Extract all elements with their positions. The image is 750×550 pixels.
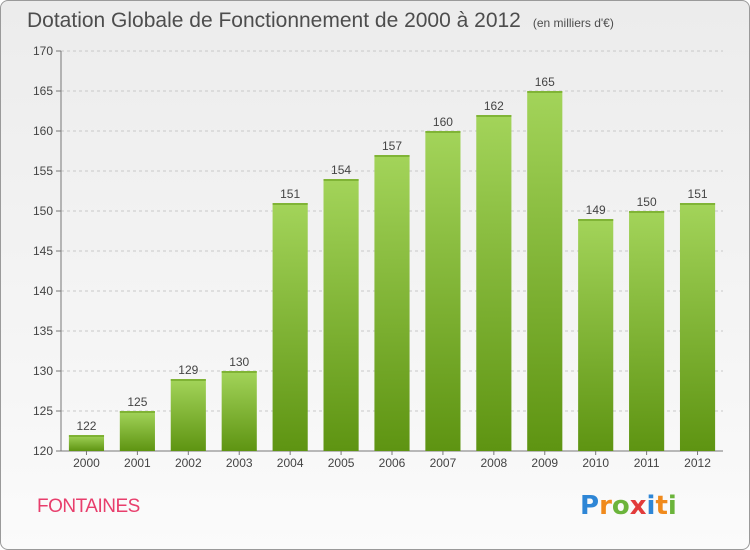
- logo-letter: r: [599, 491, 612, 521]
- y-tick-label: 170: [33, 44, 53, 58]
- bar-top-edge: [170, 379, 206, 381]
- x-tick-label: 2011: [634, 456, 660, 470]
- data-label: 130: [229, 355, 249, 369]
- proxiti-logo: Proxiti: [580, 491, 677, 521]
- logo-letter: t: [655, 491, 668, 521]
- x-tick-label: 2000: [73, 456, 100, 470]
- x-tick-label: 2003: [226, 456, 253, 470]
- data-label: 129: [178, 363, 198, 377]
- x-tick-label: 2004: [277, 456, 304, 470]
- logo-letter: i: [667, 491, 677, 521]
- bar-top-edge: [425, 131, 461, 133]
- y-tick-label: 165: [33, 84, 53, 98]
- data-label: 162: [484, 99, 504, 113]
- y-tick-label: 150: [33, 204, 53, 218]
- bar: [679, 203, 716, 451]
- chart-title: Dotation Globale de Fonctionnement de 20…: [27, 9, 614, 33]
- bar-top-edge: [272, 203, 308, 205]
- data-label: 125: [127, 395, 147, 409]
- data-label: 122: [76, 419, 96, 433]
- bar: [323, 179, 359, 451]
- bar-top-edge: [68, 435, 105, 437]
- y-tick-label: 155: [33, 164, 53, 178]
- x-tick-label: 2007: [430, 456, 457, 470]
- commune-name: FONTAINES: [37, 496, 140, 517]
- data-label: 165: [535, 75, 555, 89]
- bar-top-edge: [578, 219, 614, 221]
- bar-top-edge: [679, 203, 716, 205]
- y-tick-label: 120: [33, 444, 53, 458]
- data-label: 151: [280, 187, 300, 201]
- data-label: 157: [382, 139, 402, 153]
- x-tick-label: 2001: [124, 456, 151, 470]
- logo-letter: o: [611, 491, 630, 521]
- y-tick-label: 145: [33, 244, 53, 258]
- bar-top-edge: [629, 211, 665, 213]
- x-tick-label: 2009: [531, 456, 558, 470]
- y-tick-label: 140: [33, 284, 53, 298]
- logo-letter: P: [580, 491, 600, 521]
- x-tick-label: 2008: [480, 456, 507, 470]
- data-label: 149: [586, 203, 606, 217]
- bar-top-edge: [119, 411, 155, 413]
- logo-letter: i: [646, 491, 656, 521]
- title-text: Dotation Globale de Fonctionnement de 20…: [27, 9, 521, 32]
- data-label: 150: [637, 195, 657, 209]
- data-label: 151: [688, 187, 708, 201]
- logo-letter: x: [629, 491, 647, 521]
- bar-top-edge: [527, 91, 563, 93]
- x-tick-label: 2005: [328, 456, 355, 470]
- x-tick-label: 2012: [684, 456, 711, 470]
- bar: [170, 379, 206, 451]
- y-tick-label: 125: [33, 404, 53, 418]
- bar: [272, 203, 308, 451]
- data-label: 160: [433, 115, 453, 129]
- bar: [119, 411, 155, 451]
- bar-top-edge: [374, 155, 410, 157]
- bar: [425, 131, 461, 451]
- x-tick-label: 2010: [582, 456, 609, 470]
- bar: [68, 435, 105, 451]
- bar-top-edge: [476, 115, 512, 117]
- y-tick-label: 135: [33, 324, 53, 338]
- bar-top-edge: [323, 179, 359, 181]
- bar: [476, 115, 512, 451]
- y-tick-label: 160: [33, 124, 53, 138]
- bar-top-edge: [221, 371, 257, 373]
- data-label: 154: [331, 163, 351, 177]
- bar: [578, 219, 614, 451]
- bar: [629, 211, 665, 451]
- x-tick-label: 2002: [175, 456, 202, 470]
- y-tick-label: 130: [33, 364, 53, 378]
- bar: [221, 371, 257, 451]
- x-tick-label: 2006: [379, 456, 406, 470]
- bar: [527, 91, 563, 451]
- unit-label: (en milliers d'€): [532, 16, 614, 30]
- bar: [374, 155, 410, 451]
